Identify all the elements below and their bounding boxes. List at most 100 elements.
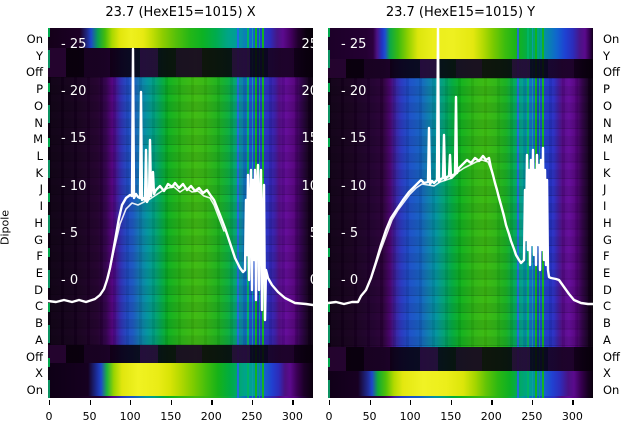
row-label: I (603, 199, 607, 214)
x-tick-mark (450, 400, 452, 405)
row-label: P (603, 82, 610, 97)
inner-tick-label: 5 (272, 226, 313, 242)
x-tick-mark (329, 400, 331, 405)
inner-ticks-left-y: - 25 - 20 - 15 - 10 - 5 - 0 (341, 28, 401, 398)
x-tick-mark (49, 400, 51, 405)
panel-title-y: 23.7 (HexE15=1015) Y (385, 5, 536, 20)
row-label: Off (26, 349, 43, 364)
off-band-bottom (48, 345, 313, 363)
row-label: On (26, 382, 43, 397)
row-labels-left: On Y Off P O N M L K J I H G F E D C B A Off X On (0, 0, 43, 440)
x-tick-label: 0 (325, 410, 333, 423)
x-tick-mark (130, 400, 132, 405)
profile-curve-y (328, 28, 593, 306)
row-label: K (603, 165, 611, 180)
row-label: C (34, 299, 43, 314)
inner-tick-label: - 10 (341, 178, 367, 194)
row-label: Y (35, 48, 43, 63)
x-tick-mark (211, 400, 213, 405)
off-band-top (328, 59, 593, 78)
inner-tick-label: - 25 (341, 37, 367, 52)
panel-title-x: 23.7 (HexE15=1015) X (105, 5, 256, 20)
row-label: F (36, 249, 43, 264)
row-labels-right: On Y Off P O N M L K J I H G F E D C B A Off X On (603, 0, 640, 440)
x-tick-mark (572, 400, 574, 405)
row-label: J (603, 182, 607, 197)
row-label: On (603, 32, 620, 46)
row-label: P (36, 82, 43, 97)
row-label: F (603, 249, 610, 264)
row-shading (328, 78, 593, 347)
inner-tick-label: 15 (301, 131, 313, 147)
x-tick-label: 150 (440, 410, 462, 423)
row-label: N (603, 115, 612, 130)
row-label: J (39, 182, 43, 197)
x-tick-mark (491, 400, 493, 405)
x-tick-label: 100 (399, 410, 421, 423)
row-label: G (34, 232, 43, 247)
row-label: N (34, 115, 43, 130)
row-label: Y (603, 48, 611, 63)
left-edge-strip (328, 28, 330, 398)
row-label: C (603, 299, 612, 314)
x-tick-label: 200 (480, 410, 502, 423)
profile-line (48, 47, 313, 322)
x-tick-label: 50 (82, 410, 97, 423)
off-band-bottom (328, 347, 593, 371)
row-label: Off (26, 65, 43, 80)
x-tick-mark (531, 400, 534, 405)
profile-line-echo (107, 186, 225, 279)
row-label: G (603, 232, 612, 247)
inner-tick-label: - 0 (61, 273, 79, 288)
inner-tick-label: 20 (301, 84, 313, 100)
x-tick-label: 100 (119, 410, 141, 423)
row-label: K (35, 165, 43, 180)
row-label: B (603, 316, 611, 331)
inner-ticks-left-x: - 25 - 20 - 15 - 10 - 5 - 0 (61, 28, 121, 398)
x-tick-label: 300 (561, 410, 583, 423)
row-label: O (33, 98, 43, 113)
row-label: L (36, 148, 43, 163)
row-label: Off (603, 65, 620, 80)
row-label: A (35, 332, 43, 347)
row-label: L (603, 148, 610, 163)
x-axis-y-panel: 0 50 100 150 200 250 300 (326, 399, 593, 433)
x-tick-label: 200 (200, 410, 222, 423)
x-tick-label: 250 (241, 410, 263, 423)
heatmap-panel-y: - 25 - 20 - 15 - 10 - 5 - 0 (328, 28, 593, 398)
x-tick-label: 0 (45, 410, 53, 423)
row-label: X (35, 366, 43, 381)
profile-line (328, 28, 593, 306)
row-label: H (34, 215, 43, 230)
row-label: B (35, 316, 43, 331)
row-label: H (603, 215, 612, 230)
inner-tick-label: - 15 (61, 131, 87, 147)
inner-tick-label: - 5 (341, 225, 359, 241)
row-label: D (603, 282, 612, 297)
profile-curve-x (48, 47, 313, 322)
inner-tick-label: - 20 (341, 84, 367, 100)
inner-tick-label: - 25 (61, 37, 87, 52)
row-label: M (603, 132, 613, 147)
x-tick-label: 250 (521, 410, 543, 423)
inner-tick-label: - 10 (61, 178, 87, 194)
inner-tick-label: - 0 (341, 273, 359, 288)
row-label: E (603, 265, 611, 280)
heatmap-panel-x: - 25 - 20 - 15 - 10 - 5 - 0 25 20 15 10 5 0 (48, 28, 313, 398)
x-tick-label: 50 (362, 410, 377, 423)
x-tick-mark (292, 400, 294, 405)
row-label: D (34, 282, 43, 297)
row-label: M (33, 132, 43, 147)
x-tick-mark (89, 400, 91, 405)
inner-tick-label: - 5 (61, 225, 79, 241)
x-tick-mark (410, 400, 412, 405)
row-label: I (39, 199, 43, 214)
vertical-stripes (328, 28, 593, 398)
inner-tick-label: 10 (301, 178, 313, 194)
row-label: O (603, 98, 613, 113)
row-label: X (603, 366, 611, 381)
inner-ticks-right-y (552, 28, 593, 398)
row-label: E (35, 265, 43, 280)
x-tick-label: 150 (160, 410, 182, 423)
